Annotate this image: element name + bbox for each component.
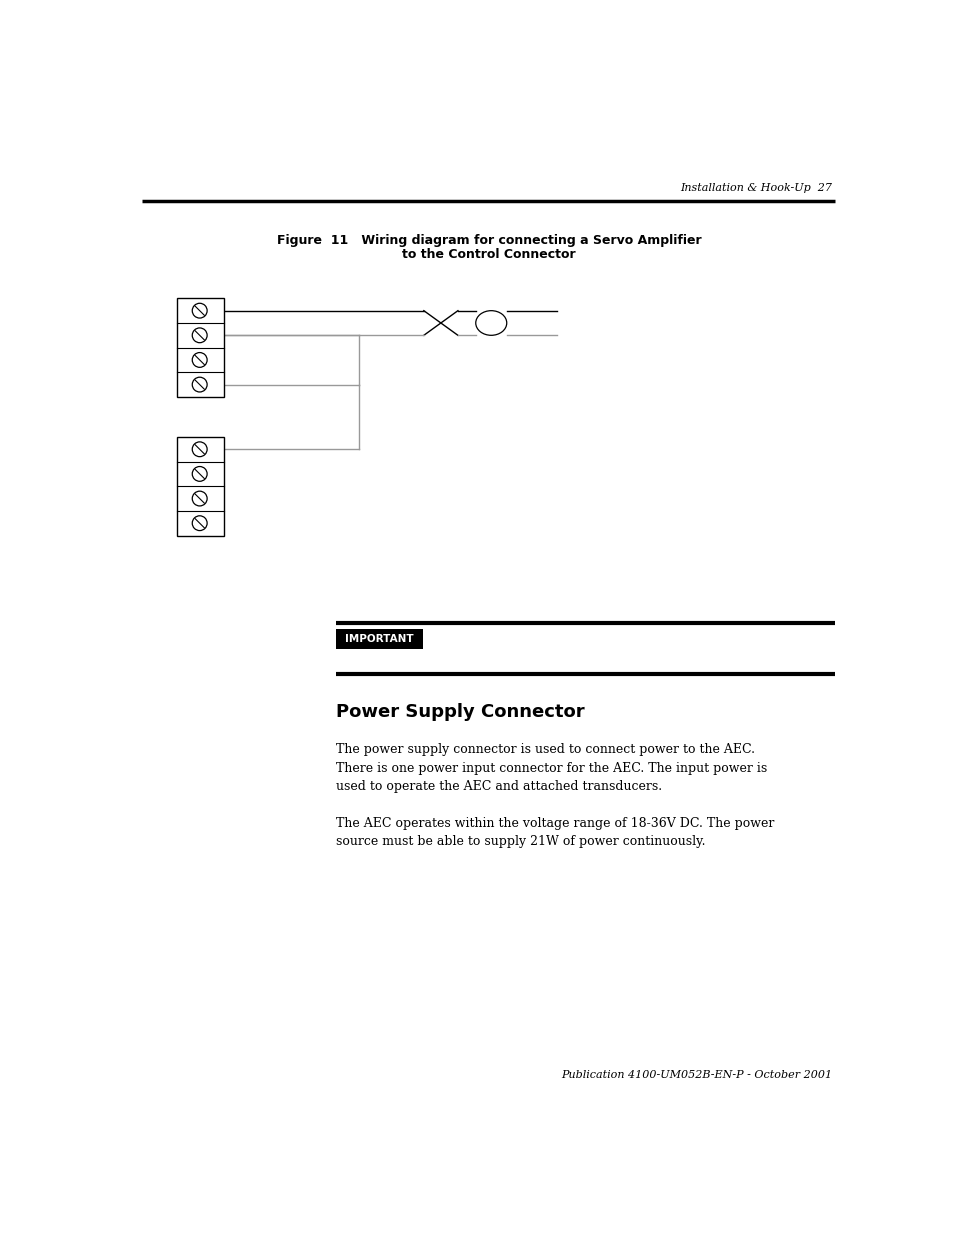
- Circle shape: [193, 492, 207, 506]
- Ellipse shape: [476, 311, 506, 336]
- Text: IMPORTANT: IMPORTANT: [345, 635, 414, 645]
- Text: Power Supply Connector: Power Supply Connector: [335, 703, 584, 720]
- Bar: [177, 437, 224, 536]
- Text: Installation & Hook-Up  27: Installation & Hook-Up 27: [679, 183, 831, 193]
- Circle shape: [193, 304, 207, 319]
- Circle shape: [193, 377, 207, 391]
- Circle shape: [193, 516, 207, 531]
- Bar: [177, 299, 224, 396]
- Text: The AEC operates within the voltage range of 18-36V DC. The power
source must be: The AEC operates within the voltage rang…: [335, 816, 774, 848]
- Circle shape: [193, 352, 207, 367]
- Circle shape: [193, 467, 207, 482]
- Text: Publication 4100-UM052B-EN-P - October 2001: Publication 4100-UM052B-EN-P - October 2…: [560, 1070, 831, 1079]
- Bar: [335, 630, 422, 650]
- Circle shape: [193, 442, 207, 457]
- Text: The power supply connector is used to connect power to the AEC.
There is one pow: The power supply connector is used to co…: [335, 743, 767, 793]
- Circle shape: [193, 329, 207, 342]
- Text: to the Control Connector: to the Control Connector: [402, 248, 575, 262]
- Text: Figure  11   Wiring diagram for connecting a Servo Amplifier: Figure 11 Wiring diagram for connecting …: [276, 235, 700, 247]
